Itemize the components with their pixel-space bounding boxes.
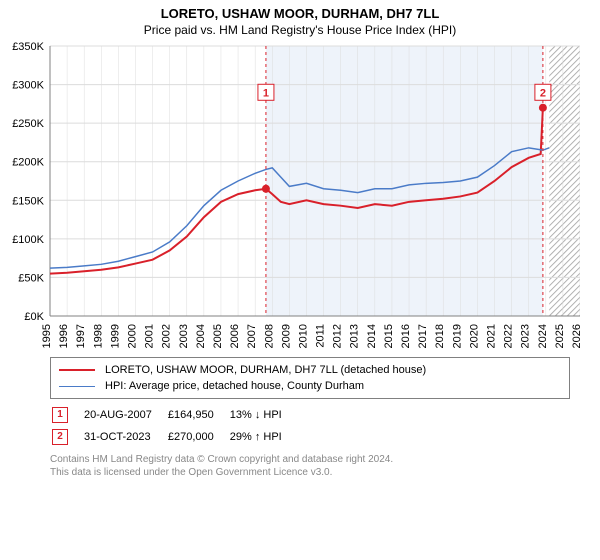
legend-label: LORETO, USHAW MOOR, DURHAM, DH7 7LL (det… [105, 364, 426, 376]
footer: Contains HM Land Registry data © Crown c… [50, 453, 570, 479]
svg-text:1: 1 [263, 87, 269, 99]
svg-text:2014: 2014 [366, 324, 378, 348]
svg-text:£200K: £200K [12, 157, 44, 169]
marker-box-icon: 2 [52, 429, 68, 445]
svg-text:2026: 2026 [571, 324, 580, 348]
svg-text:2023: 2023 [520, 324, 532, 348]
svg-text:1997: 1997 [75, 324, 87, 348]
svg-text:£0K: £0K [24, 311, 44, 323]
transaction-delta: 29% ↑ HPI [230, 427, 296, 447]
svg-text:2012: 2012 [332, 324, 344, 348]
svg-text:2015: 2015 [383, 324, 395, 348]
svg-text:2001: 2001 [144, 324, 156, 348]
svg-text:2008: 2008 [263, 324, 275, 348]
svg-text:2011: 2011 [315, 324, 327, 348]
svg-text:2016: 2016 [400, 324, 412, 348]
chart-area: £0K £50K £100K £150K £200K £250K £300K £350K 199… [6, 41, 580, 351]
transaction-table: 1 20-AUG-2007 £164,950 13% ↓ HPI 2 31-OC… [50, 403, 298, 449]
chart-title: LORETO, USHAW MOOR, DURHAM, DH7 7LL [0, 0, 600, 21]
transaction-price: £164,950 [168, 405, 228, 425]
svg-text:2007: 2007 [246, 324, 258, 348]
svg-text:1999: 1999 [109, 324, 121, 348]
svg-text:2024: 2024 [537, 324, 549, 348]
footer-line: This data is licensed under the Open Gov… [50, 466, 570, 479]
svg-text:1996: 1996 [58, 324, 70, 348]
transaction-date: 20-AUG-2007 [84, 405, 166, 425]
svg-text:2000: 2000 [126, 324, 138, 348]
svg-text:2019: 2019 [451, 324, 463, 348]
svg-text:2006: 2006 [229, 324, 241, 348]
table-row: 2 31-OCT-2023 £270,000 29% ↑ HPI [52, 427, 296, 447]
svg-text:£350K: £350K [12, 41, 44, 53]
svg-text:2018: 2018 [434, 324, 446, 348]
svg-text:2021: 2021 [486, 324, 498, 348]
transaction-delta: 13% ↓ HPI [230, 405, 296, 425]
svg-text:2022: 2022 [503, 324, 515, 348]
svg-text:2004: 2004 [195, 324, 207, 348]
svg-text:2010: 2010 [297, 324, 309, 348]
svg-text:£300K: £300K [12, 80, 44, 92]
legend: LORETO, USHAW MOOR, DURHAM, DH7 7LL (det… [50, 357, 570, 399]
svg-text:£50K: £50K [18, 272, 44, 284]
svg-text:1995: 1995 [41, 324, 53, 348]
svg-text:£150K: £150K [12, 195, 44, 207]
svg-text:£250K: £250K [12, 118, 44, 130]
chart-svg: £0K £50K £100K £150K £200K £250K £300K £350K 199… [6, 41, 580, 351]
svg-text:2013: 2013 [349, 324, 361, 348]
table-row: 1 20-AUG-2007 £164,950 13% ↓ HPI [52, 405, 296, 425]
svg-text:2017: 2017 [417, 324, 429, 348]
svg-text:2025: 2025 [554, 324, 566, 348]
svg-text:£100K: £100K [12, 234, 44, 246]
svg-text:2020: 2020 [468, 324, 480, 348]
legend-line-icon [59, 369, 95, 371]
chart-subtitle: Price paid vs. HM Land Registry's House … [0, 21, 600, 41]
legend-label: HPI: Average price, detached house, Coun… [105, 380, 364, 392]
transaction-date: 31-OCT-2023 [84, 427, 166, 447]
legend-item: HPI: Average price, detached house, Coun… [59, 378, 561, 394]
svg-text:2002: 2002 [161, 324, 173, 348]
svg-text:2005: 2005 [212, 324, 224, 348]
footer-line: Contains HM Land Registry data © Crown c… [50, 453, 570, 466]
svg-text:1998: 1998 [92, 324, 104, 348]
legend-line-icon [59, 386, 95, 387]
svg-text:2009: 2009 [280, 324, 292, 348]
transaction-price: £270,000 [168, 427, 228, 447]
legend-item: LORETO, USHAW MOOR, DURHAM, DH7 7LL (det… [59, 362, 561, 378]
marker-box-icon: 1 [52, 407, 68, 423]
svg-text:2003: 2003 [178, 324, 190, 348]
svg-text:2: 2 [540, 87, 546, 99]
